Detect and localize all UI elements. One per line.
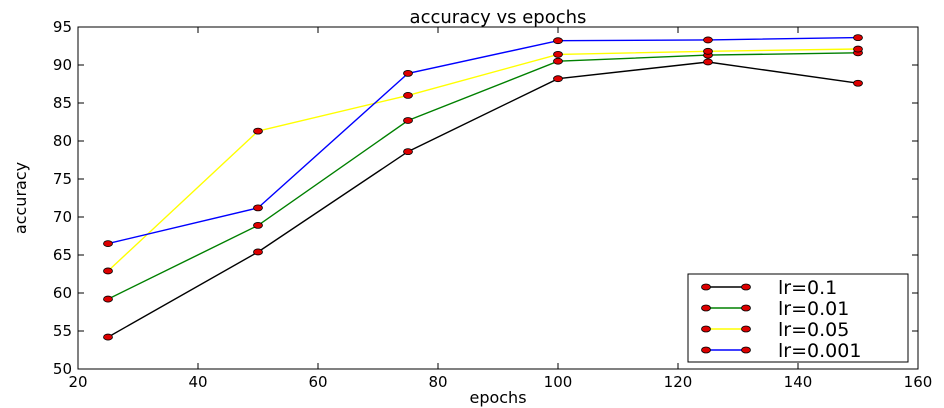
legend-marker	[701, 304, 711, 312]
chart-title: accuracy vs epochs	[410, 7, 587, 28]
data-point	[703, 58, 713, 66]
data-point	[253, 204, 263, 212]
legend-marker	[741, 304, 751, 312]
data-point	[553, 57, 563, 65]
data-point	[403, 69, 413, 77]
legend-marker	[741, 346, 751, 354]
data-point	[703, 47, 713, 55]
data-point	[403, 92, 413, 99]
y-tick-label: 70	[53, 208, 72, 226]
legend-marker	[701, 325, 711, 333]
data-point	[253, 127, 263, 135]
data-point	[853, 34, 863, 42]
data-point	[103, 267, 113, 275]
y-tick-label: 60	[53, 284, 72, 302]
legend-label: lr=0.001	[778, 340, 861, 362]
x-axis-label: epochs	[469, 388, 526, 407]
data-point	[853, 79, 863, 87]
x-tick-label: 160	[904, 373, 933, 391]
x-tick-label: 140	[784, 373, 813, 391]
data-point	[703, 36, 713, 44]
data-point	[403, 117, 413, 124]
data-point	[253, 221, 263, 229]
data-point	[103, 295, 113, 303]
data-point	[853, 45, 863, 53]
y-axis-ticks: 50 55 60 65 70 75 80 85 90 95	[53, 18, 918, 378]
series-layer	[103, 34, 863, 341]
legend-marker	[701, 346, 711, 354]
plot-frame	[77, 26, 919, 370]
data-point	[253, 248, 263, 256]
legend-label: lr=0.05	[778, 319, 849, 341]
y-tick-label: 65	[53, 246, 72, 264]
series-line-2	[107, 48, 859, 272]
x-axis-ticks: 20 40 60 80 100 120 140 160	[68, 27, 932, 391]
y-tick-label: 55	[53, 322, 72, 340]
legend-marker	[741, 325, 751, 333]
legend-frame	[687, 273, 909, 363]
legend-label: lr=0.1	[778, 277, 837, 299]
legend-marker	[741, 283, 751, 291]
y-axis-label: accuracy	[11, 162, 30, 234]
data-point	[553, 75, 563, 83]
y-tick-label: 50	[53, 360, 72, 378]
data-point	[103, 240, 113, 248]
y-tick-label: 85	[53, 94, 72, 112]
series-line-0	[107, 61, 859, 338]
series-line-1	[107, 52, 859, 300]
y-tick-label: 90	[53, 56, 72, 74]
x-tick-label: 40	[188, 373, 207, 391]
x-tick-label: 60	[308, 373, 327, 391]
legend-label: lr=0.01	[778, 298, 849, 320]
data-point	[403, 148, 413, 156]
y-tick-label: 75	[53, 170, 72, 188]
data-point	[553, 50, 563, 58]
y-tick-label: 95	[53, 18, 72, 36]
data-point	[103, 333, 113, 341]
x-tick-label: 20	[68, 373, 87, 391]
y-tick-label: 80	[53, 132, 72, 150]
series-line-3	[107, 36, 859, 245]
plot-area: 20 40 60 80 100 120 140 160 50 55 60 65 70 75 80 85 90 9…	[53, 18, 932, 391]
x-tick-label: 80	[428, 373, 447, 391]
legend-marker	[701, 283, 711, 291]
x-tick-label: 120	[664, 373, 693, 391]
x-tick-label: 100	[544, 373, 573, 391]
data-point	[553, 37, 563, 45]
